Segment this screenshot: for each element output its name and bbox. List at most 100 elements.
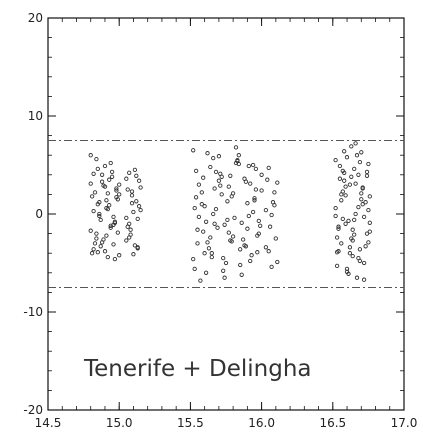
data-point — [201, 229, 206, 234]
data-point — [352, 217, 357, 223]
data-point — [111, 214, 116, 220]
data-point — [238, 262, 243, 268]
data-point — [366, 207, 371, 213]
data-point — [248, 181, 253, 186]
data-point — [337, 176, 343, 181]
data-point — [117, 192, 122, 197]
data-point — [107, 203, 112, 208]
y-tick-label: 20 — [28, 11, 43, 25]
data-point — [245, 201, 250, 206]
data-point — [259, 172, 264, 177]
data-point — [124, 238, 129, 243]
data-point — [349, 144, 354, 149]
data-point — [246, 213, 251, 219]
data-point — [129, 201, 135, 206]
data-point — [134, 173, 139, 178]
data-point — [347, 182, 353, 187]
data-point — [342, 178, 347, 183]
y-tick-label: 0 — [35, 207, 43, 221]
data-point — [352, 232, 357, 237]
data-point — [94, 156, 99, 162]
data-point — [97, 211, 102, 217]
data-point — [360, 186, 365, 191]
x-tick-label: 15.5 — [177, 416, 204, 430]
data-point — [104, 205, 109, 211]
data-point — [115, 230, 120, 235]
data-point — [213, 169, 219, 175]
data-point — [273, 236, 278, 241]
data-point — [125, 187, 130, 192]
data-point — [259, 188, 264, 193]
data-point — [347, 245, 353, 250]
data-point — [112, 219, 118, 224]
data-point — [127, 170, 132, 175]
data-point — [219, 192, 224, 197]
data-point — [263, 245, 269, 250]
data-point — [203, 219, 209, 224]
data-point — [105, 191, 110, 196]
data-point — [356, 204, 361, 210]
data-point — [269, 264, 274, 270]
data-point — [235, 157, 240, 163]
data-point — [240, 237, 246, 242]
data-point — [208, 235, 213, 240]
data-point — [213, 206, 219, 212]
data-point — [225, 217, 230, 223]
data-point — [367, 229, 372, 234]
data-point — [208, 164, 213, 170]
data-point — [95, 250, 100, 255]
data-point — [193, 195, 199, 200]
data-point — [267, 224, 273, 229]
data-point — [366, 161, 371, 167]
data-point — [248, 258, 253, 264]
data-point — [132, 167, 138, 173]
data-point — [243, 244, 249, 249]
data-point — [222, 275, 227, 280]
data-point — [246, 163, 251, 169]
data-point — [361, 214, 367, 220]
data-point — [135, 216, 140, 222]
data-point — [353, 141, 358, 146]
data-point — [203, 270, 209, 275]
data-point — [215, 225, 220, 230]
data-point — [221, 268, 226, 273]
data-point — [219, 174, 224, 179]
data-point — [107, 177, 112, 182]
data-point — [228, 173, 233, 178]
data-point — [339, 241, 344, 246]
data-point — [199, 202, 204, 207]
data-point — [102, 163, 108, 169]
data-point — [88, 228, 93, 233]
data-point — [266, 249, 271, 254]
data-point — [230, 191, 236, 196]
data-point — [202, 251, 207, 256]
data-point — [360, 202, 365, 207]
data-point — [91, 208, 96, 214]
data-point — [202, 204, 207, 209]
data-point — [249, 253, 254, 258]
data-point — [114, 186, 119, 191]
data-point — [129, 189, 135, 194]
data-point — [354, 153, 360, 158]
data-point — [336, 226, 341, 231]
data-point — [109, 169, 115, 175]
data-point — [352, 166, 357, 172]
data-point — [88, 181, 93, 186]
data-point — [333, 205, 338, 211]
data-point — [206, 246, 212, 251]
data-point — [357, 159, 363, 165]
data-point — [339, 192, 344, 197]
data-point — [131, 252, 136, 257]
data-point — [129, 193, 135, 198]
data-point — [201, 175, 206, 180]
data-point — [353, 211, 358, 217]
data-point — [353, 181, 358, 186]
data-point — [253, 166, 259, 172]
data-point — [266, 165, 271, 171]
data-point — [346, 218, 351, 224]
data-point — [367, 220, 372, 225]
data-point — [138, 207, 143, 213]
data-point — [102, 184, 108, 189]
data-point — [245, 226, 250, 231]
data-point — [97, 213, 102, 219]
